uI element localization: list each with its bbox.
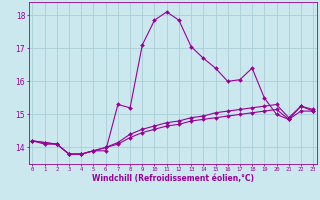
X-axis label: Windchill (Refroidissement éolien,°C): Windchill (Refroidissement éolien,°C) [92, 174, 254, 183]
